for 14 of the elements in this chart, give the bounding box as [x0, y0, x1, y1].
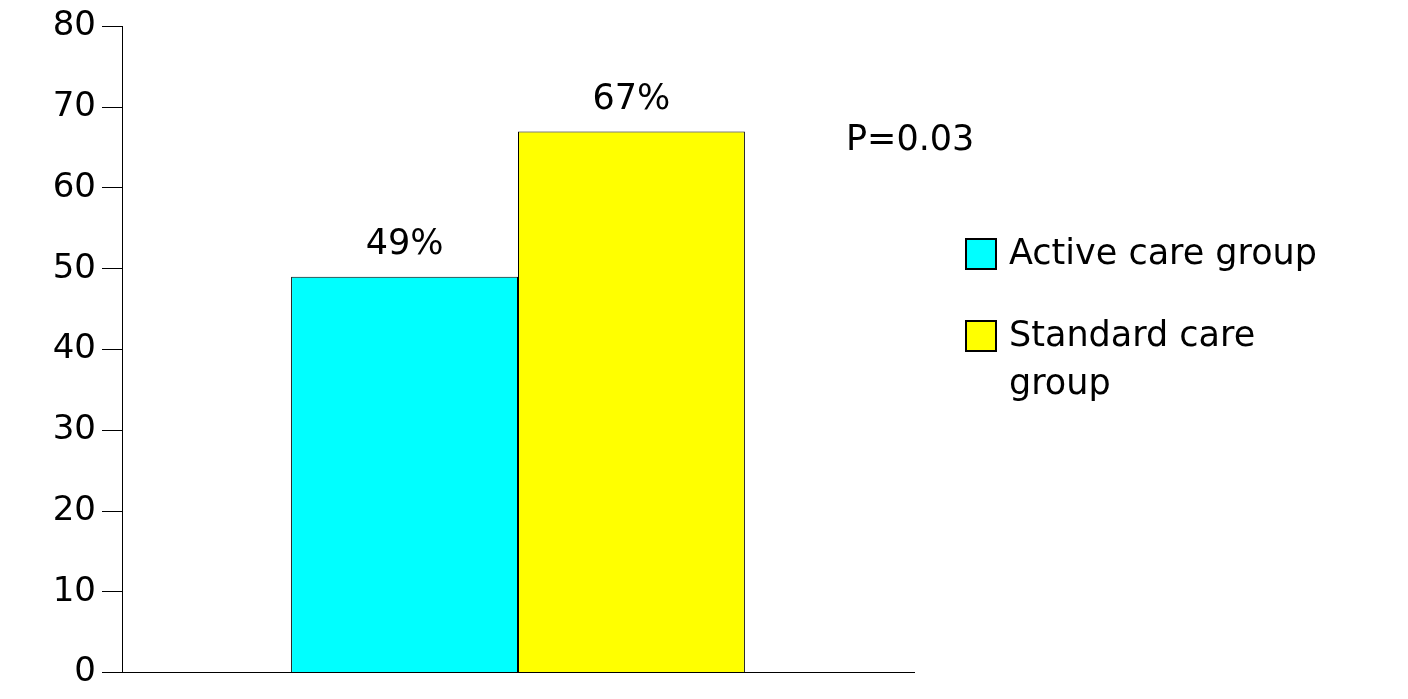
y-tick-label: 60 — [52, 164, 96, 205]
y-tick-label: 50 — [52, 245, 96, 286]
y-tick-label: 70 — [52, 84, 96, 124]
y-tick-label: 80 — [52, 3, 96, 44]
legend-label: Standard care group — [1009, 313, 1257, 404]
y-tick-label: 40 — [52, 326, 96, 367]
y-tick-label: 20 — [52, 487, 96, 528]
data-label: 67% — [592, 77, 671, 117]
annotation: P=0.03 — [846, 118, 975, 159]
data-label: 49% — [365, 222, 444, 263]
y-tick-label: 10 — [52, 568, 96, 609]
y-tick-label: 30 — [52, 407, 96, 448]
y-tick-label: 0 — [74, 649, 96, 690]
legend-label: Active care group — [1009, 231, 1318, 274]
